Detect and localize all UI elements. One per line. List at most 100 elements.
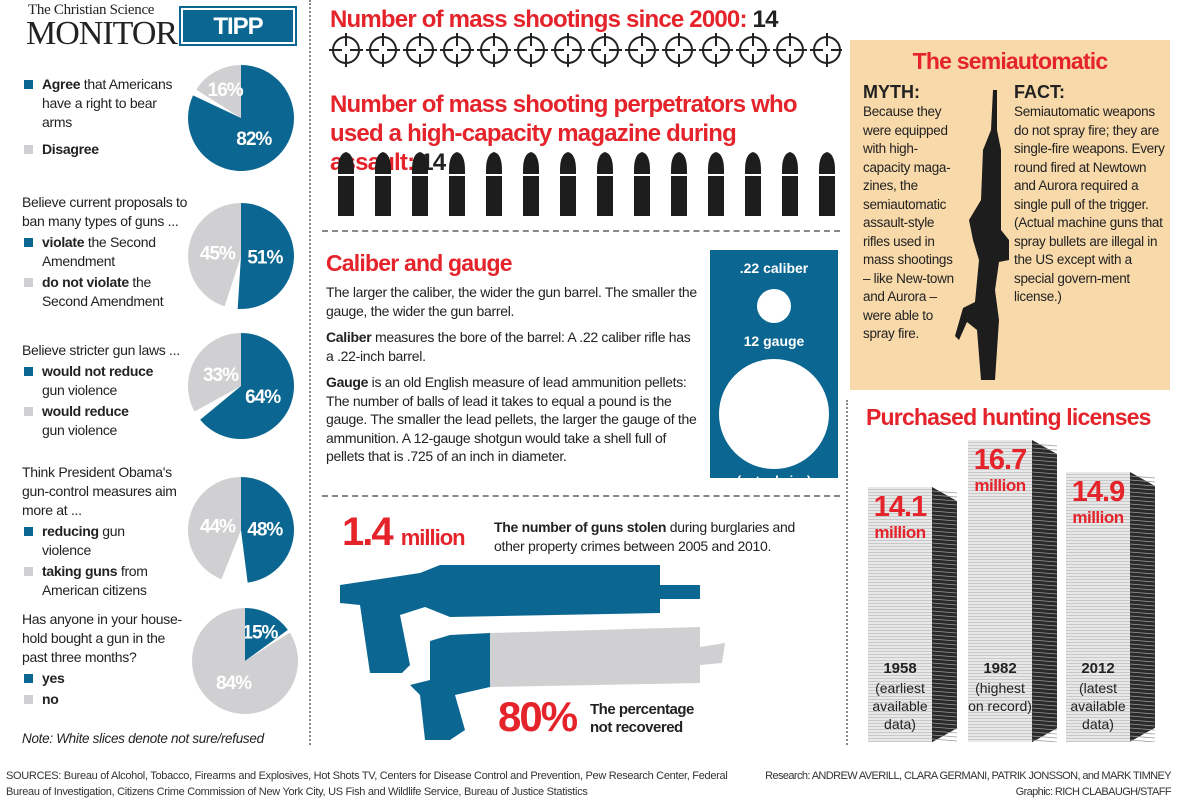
- pie-slice-blue: [200, 333, 294, 439]
- bullet-casing-line: [375, 174, 391, 176]
- hunting-license-note: (earliest available data): [872, 680, 928, 732]
- crosshair-icon: [625, 33, 659, 67]
- pie-slice-gray: [187, 477, 241, 580]
- legend-bold: reducing: [42, 523, 99, 539]
- pie-chart-obama-measures: 48% 44%: [187, 477, 294, 583]
- bullet-icon: [819, 152, 835, 216]
- assault-rifle-silhouette: [955, 90, 1009, 380]
- pie-slice-blue: [245, 608, 288, 661]
- mass-shootings-label: Number of mass shootings since 2000:: [330, 6, 747, 33]
- bullet-casing-line: [486, 174, 502, 176]
- pie-slice-blue: [237, 203, 295, 309]
- hunting-license-value: 16.7: [973, 443, 1027, 476]
- crosshair-icons-row: [329, 33, 842, 67]
- poll-1-text: Agree that Americans have a right to bea…: [22, 73, 187, 159]
- hunting-license-value: 14.1: [873, 490, 927, 523]
- legend-bold: do not violate: [42, 274, 129, 290]
- hunting-licenses-title: Purchased hunting licenses: [866, 404, 1151, 430]
- legend-swatch-blue: [24, 674, 33, 683]
- crosshair-icon: [477, 33, 511, 67]
- legend-bold: would reduce: [42, 403, 129, 419]
- bullet-casing-line: [634, 174, 650, 176]
- stolen-unit: million: [400, 525, 466, 550]
- bullet-icon: [523, 152, 539, 216]
- tipp-poll-badge: TIPP POLL: [179, 6, 297, 74]
- legend-item: no: [22, 690, 182, 709]
- legend-item: would reduce gun violence: [22, 402, 187, 440]
- pie-chart-second-amendment: 51% 45%: [187, 203, 295, 309]
- caliber-comparison-box: .22 caliber 12 gauge (actual size): [710, 250, 838, 488]
- column-divider: [846, 400, 848, 745]
- legend-item: would not reduce gun violence: [22, 362, 187, 400]
- crosshair-icon: [810, 33, 842, 67]
- pie-value-label: 51%: [247, 248, 283, 269]
- legend-item: yes: [22, 669, 182, 688]
- stolen-shotgun-blue: [340, 565, 700, 673]
- pie-value-label: 16%: [208, 80, 244, 101]
- legend-rest: gun violence: [42, 523, 125, 558]
- bullet-icon: [708, 152, 724, 216]
- crosshair-icon: [662, 33, 696, 67]
- pie-slice-gray: [196, 65, 241, 118]
- stolen-rest: during burglaries and other property cri…: [494, 519, 795, 554]
- fact-label: FACT:: [1014, 82, 1065, 102]
- pie-chart-stricter-laws: 64% 33%: [188, 333, 294, 439]
- semiautomatic-myth-fact-box: The semiautomatic MYTH: Because they wer…: [850, 40, 1170, 390]
- caliber-size-label: .22 caliber: [739, 260, 809, 276]
- staff-credits: Research: ANDREW AVERILL, CLARA GERMANI,…: [765, 768, 1171, 800]
- pie-value-label: 45%: [200, 243, 236, 264]
- publication-name-small: The Christian Science: [28, 2, 155, 18]
- legend-rest: the Second Amendment: [42, 274, 164, 309]
- crosshair-icon: [440, 33, 474, 67]
- poll-note: Note: White slices denote not sure/refus…: [22, 731, 264, 746]
- bullet-icons-row: [338, 152, 835, 216]
- gauge-circle: [719, 359, 829, 469]
- bullet-icon: [671, 152, 687, 216]
- legend-rest: that Americans have a right to bear arms: [42, 76, 173, 130]
- semiautomatic-title: The semiautomatic: [912, 48, 1109, 74]
- myth-label: MYTH:: [863, 82, 920, 102]
- pie-value-label: 82%: [236, 129, 272, 150]
- fact-text: Semiautomatic weapons do not spray fire;…: [1014, 104, 1165, 304]
- mass-shootings-heading: Number of mass shootings since 2000: 14: [330, 6, 778, 34]
- bullet-casing-line: [560, 174, 576, 176]
- legend-bold: taking guns: [42, 563, 118, 579]
- legend-item: do not violate the Second Amendment: [22, 273, 187, 311]
- research-credit: Research: ANDREW AVERILL, CLARA GERMANI,…: [765, 770, 1171, 782]
- section-divider: [322, 230, 840, 232]
- legend-swatch-blue: [24, 367, 33, 376]
- bullet-icon: [338, 152, 354, 216]
- legend-item: reducing gun violence: [22, 522, 152, 560]
- caliber-definition-text: measures the bore of the barrel: A .22 c…: [326, 329, 691, 364]
- bullet-icon: [486, 152, 502, 216]
- hunting-license-bar: [868, 486, 932, 742]
- caliber-intro: The larger the caliber, the wider the gu…: [326, 284, 697, 319]
- hunting-license-value: 14.9: [1071, 476, 1125, 509]
- gauge-size-label: 12 gauge: [743, 333, 805, 349]
- legend-swatch-gray: [24, 407, 33, 416]
- legend-swatch-gray: [24, 567, 33, 576]
- legend-bold: no: [42, 691, 59, 707]
- crosshair-icon: [366, 33, 400, 67]
- legend-swatch-gray: [24, 695, 33, 704]
- caliber-text: The larger the caliber, the wider the gu…: [326, 283, 701, 466]
- legend-swatch-gray: [24, 145, 33, 154]
- hunting-license-year: 1958: [883, 660, 917, 677]
- legend-rest: the Second Amendment: [42, 234, 156, 269]
- pie-value-label: 84%: [216, 673, 252, 694]
- poll-3-text: Believe stricter gun laws ... would not …: [22, 341, 187, 440]
- bullet-casing-line: [597, 174, 613, 176]
- caliber-term: Caliber: [326, 329, 372, 345]
- poll-question: Think President Obama's gun-control meas…: [22, 464, 177, 518]
- bullet-icon: [634, 152, 650, 216]
- bullet-icon: [597, 152, 613, 216]
- gauge-definition: Gauge is an old English measure of lead …: [326, 373, 701, 466]
- pie-value-label: 48%: [247, 520, 283, 541]
- bullet-icon: [782, 152, 798, 216]
- stolen-value: 1.4: [342, 510, 394, 554]
- stolen-bold: The number of guns stolen: [494, 519, 667, 535]
- crosshair-icon: [551, 33, 585, 67]
- bullet-casing-line: [412, 174, 428, 176]
- gauge-definition-text: is an old English measure of lead ammuni…: [326, 374, 697, 464]
- legend-bold: would not reduce: [42, 363, 154, 379]
